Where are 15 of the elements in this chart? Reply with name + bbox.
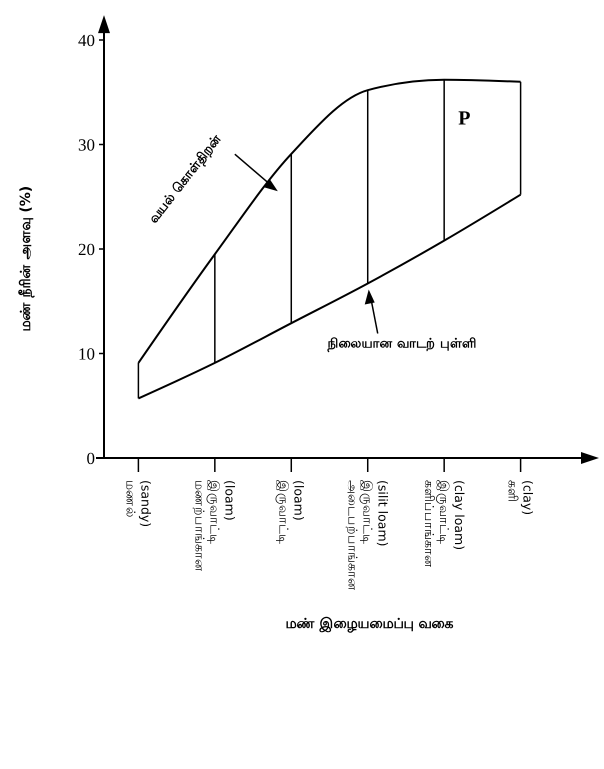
x-tick-label: களி (clay) [506,480,536,516]
text: நிலையான வாடற் புள்ளி [326,336,476,352]
x-tick-label: களிப்பாங்கான இருவாட்டி (clay loam) [422,480,467,568]
x-tick-label: மணற்பாங்கான இருவாட்டி (loam) [192,480,238,572]
y-tick-label: 10 [78,344,95,364]
y-axis-title: மண் நீரின் அளவு (%) [18,186,35,332]
x-axis-title: மண் இழையமைப்பு வகை [286,616,454,633]
x-tick-label: இருவாட்டி (loam) [275,480,306,545]
x-tick-label: மணல் (sandy) [124,480,154,528]
y-tick-label: 20 [78,240,95,259]
x-tick-label: அடைபற்பாங்கான இருவாட்டி (silit loam) [345,480,390,591]
y-tick-label: 40 [78,30,95,50]
y-tick-label: 0 [86,448,95,468]
y-tick-label: 30 [78,135,95,154]
annotation: P [458,108,470,130]
